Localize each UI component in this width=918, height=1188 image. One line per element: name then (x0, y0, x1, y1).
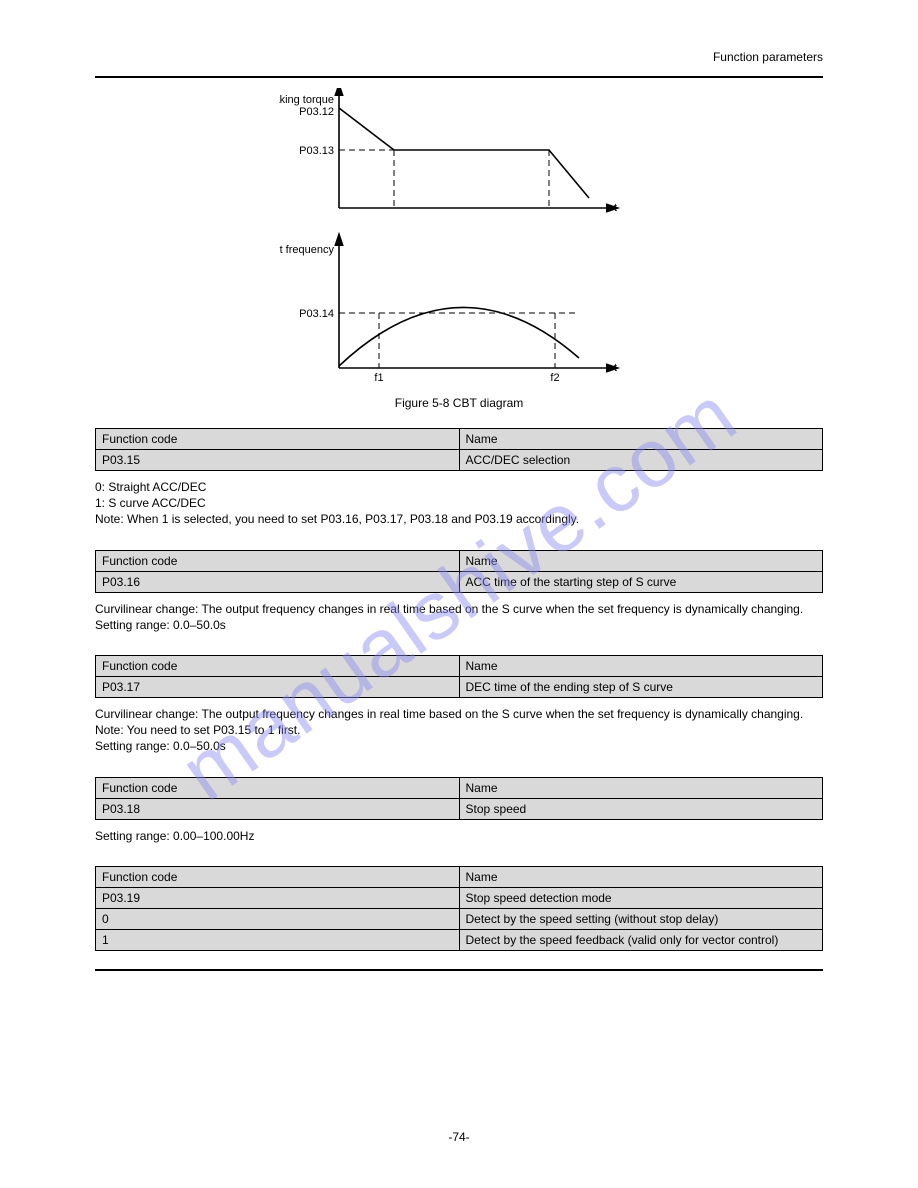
table-header: Function code (96, 777, 460, 798)
table-cell: Stop speed (459, 798, 823, 819)
page-footer: -74- (95, 1130, 823, 1144)
table-cell: 1 (96, 929, 460, 950)
table-cell: ACC time of the starting step of S curve (459, 571, 823, 592)
param-description: Curvilinear change: The output frequency… (95, 601, 823, 633)
figure-caption: Figure 5-8 CBT diagram (95, 396, 823, 410)
svg-text:f2: f2 (550, 372, 559, 384)
table-cell: Detect by the speed feedback (valid only… (459, 929, 823, 950)
svg-text:P03.14: P03.14 (299, 308, 334, 320)
table-cell: 0 (96, 908, 460, 929)
param-table-4: Function codeName P03.18Stop speed (95, 777, 823, 820)
svg-text:f1: f1 (374, 372, 383, 384)
table-cell: P03.15 (96, 450, 460, 471)
table-cell: P03.17 (96, 676, 460, 697)
table-cell: Stop speed detection mode (459, 887, 823, 908)
footer-rule (95, 969, 823, 971)
footer-page-number: -74- (448, 1130, 469, 1144)
figure-cbt-diagram: Braking torque t P03.12 P03.13 Output fr… (95, 88, 823, 388)
table-header: Function code (96, 550, 460, 571)
table-header: Name (459, 655, 823, 676)
header-right: Function parameters (95, 50, 823, 64)
header-rule (95, 76, 823, 78)
table-header: Name (459, 429, 823, 450)
table-header: Function code (96, 866, 460, 887)
table-header: Name (459, 550, 823, 571)
svg-text:Output frequency: Output frequency (279, 244, 334, 256)
param-table-2: Function codeName P03.16ACC time of the … (95, 550, 823, 593)
param-table-3: Function codeName P03.17DEC time of the … (95, 655, 823, 698)
table-cell: ACC/DEC selection (459, 450, 823, 471)
table-header: Name (459, 777, 823, 798)
table-cell: P03.16 (96, 571, 460, 592)
table-header: Function code (96, 655, 460, 676)
table-header: Function code (96, 429, 460, 450)
svg-text:Braking torque: Braking torque (279, 94, 334, 106)
param-description: 0: Straight ACC/DEC1: S curve ACC/DECNot… (95, 479, 823, 528)
table-cell: Detect by the speed setting (without sto… (459, 908, 823, 929)
table-cell: P03.19 (96, 887, 460, 908)
table-cell: DEC time of the ending step of S curve (459, 676, 823, 697)
param-description: Curvilinear change: The output frequency… (95, 706, 823, 755)
param-table-1: Function codeName P03.15ACC/DEC selectio… (95, 428, 823, 471)
table-header: Name (459, 866, 823, 887)
svg-text:t: t (614, 362, 617, 374)
table-cell: P03.18 (96, 798, 460, 819)
svg-text:P03.13: P03.13 (299, 145, 334, 157)
param-description: Setting range: 0.00–100.00Hz (95, 828, 823, 844)
param-table-5: Function codeName P03.19Stop speed detec… (95, 866, 823, 951)
svg-text:P03.12: P03.12 (299, 106, 334, 118)
svg-text:t: t (614, 202, 617, 214)
